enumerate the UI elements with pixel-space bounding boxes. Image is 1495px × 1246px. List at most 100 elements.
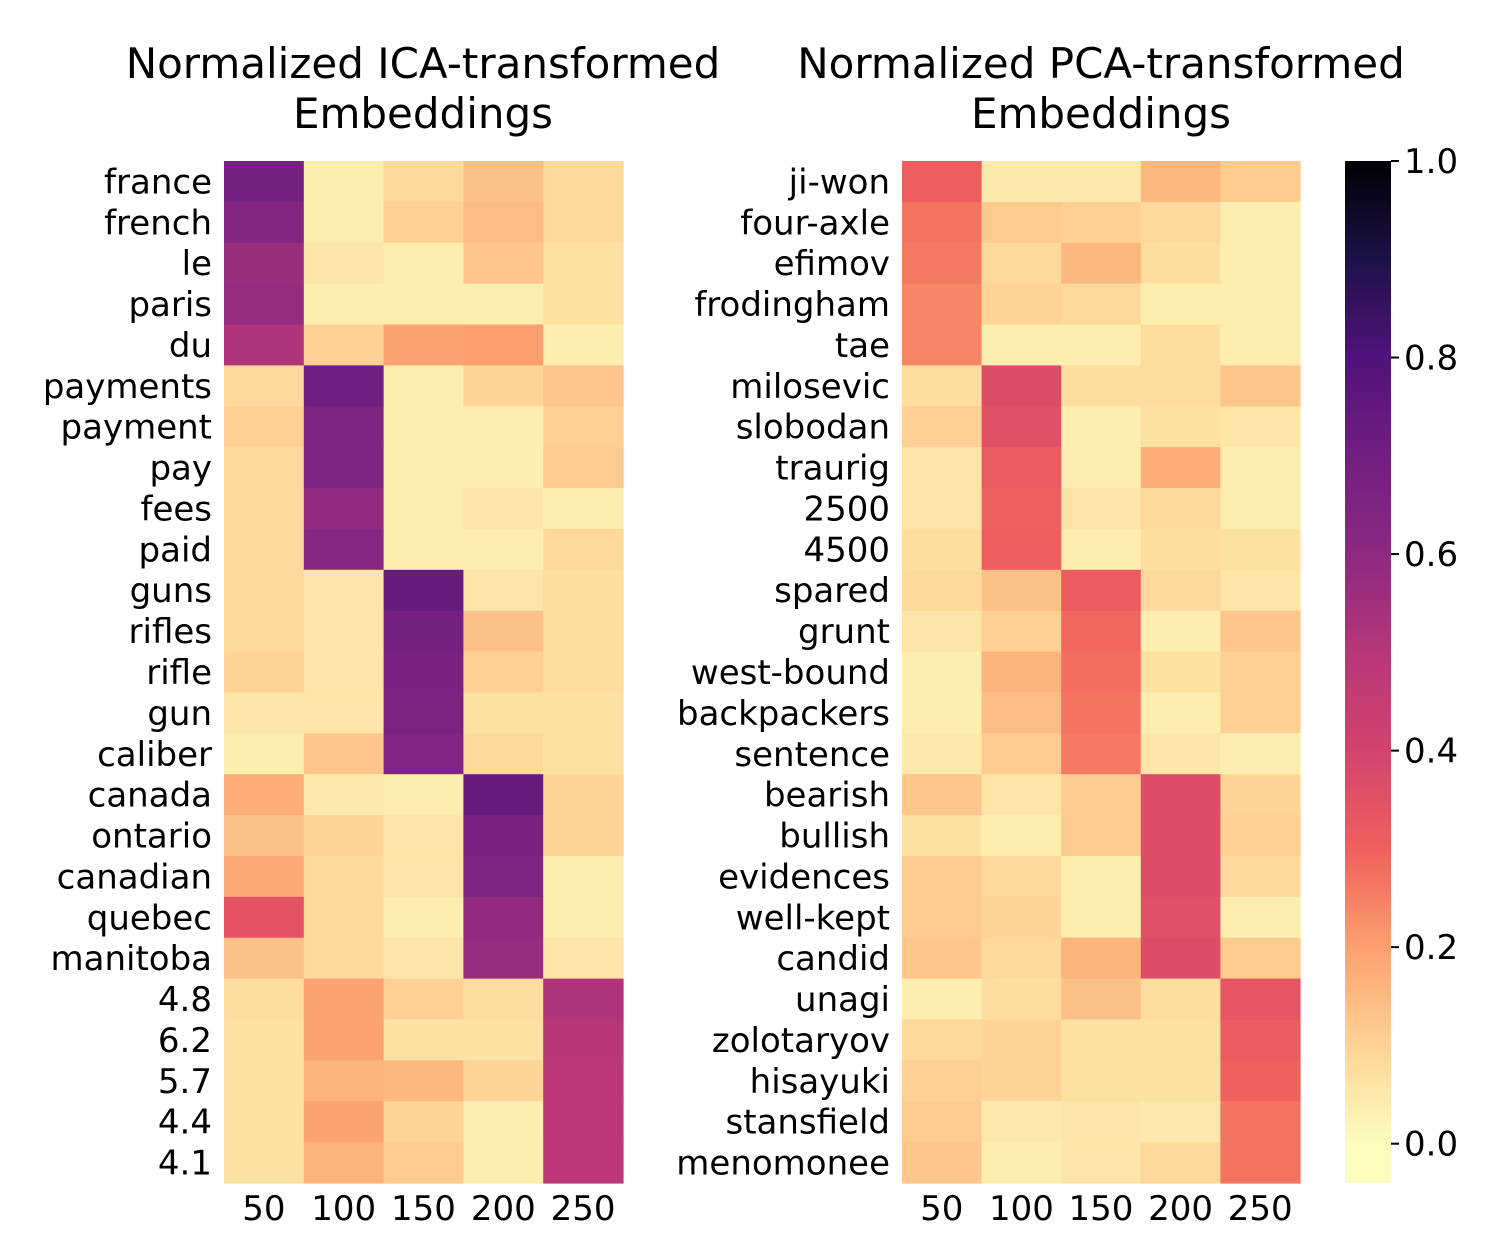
ica-heatmap-panel: Normalized ICA-transformed Embeddings fr…: [43, 39, 720, 1229]
pca-cell-r24-c0: [902, 1142, 983, 1184]
pca-cell-r10-c0: [902, 569, 983, 612]
ica-cell-r2-c4: [543, 242, 624, 285]
pca-cell-r3-c3: [1140, 283, 1221, 326]
pca-cell-r17-c3: [1140, 855, 1221, 898]
ica-cell-r16-c1: [303, 815, 385, 857]
pca-cell-r8-c4: [1220, 488, 1301, 530]
ica-cell-r22-c1: [303, 1060, 385, 1102]
ica-cell-r10-c4: [543, 569, 624, 612]
ica-cell-r20-c2: [383, 978, 464, 1021]
pca-cell-r7-c3: [1140, 447, 1221, 489]
ica-row-label: gun: [147, 694, 212, 734]
ica-cell-r15-c1: [303, 774, 385, 816]
ica-row-label: quebec: [87, 898, 212, 938]
ica-row-label: pay: [149, 449, 212, 489]
pca-cell-r23-c3: [1140, 1101, 1221, 1143]
pca-cell-r11-c3: [1140, 610, 1221, 653]
ica-cell-r2-c2: [383, 242, 464, 285]
ica-cell-r21-c3: [463, 1019, 544, 1061]
ica-cell-r7-c0: [224, 447, 305, 489]
ica-cell-r14-c4: [543, 733, 624, 775]
ica-cell-r6-c3: [463, 406, 544, 448]
ica-column-label: 200: [471, 1189, 536, 1229]
pca-cell-r19-c1: [981, 937, 1062, 980]
ica-cell-r14-c3: [463, 733, 544, 775]
pca-cell-r18-c1: [981, 896, 1062, 939]
pca-cell-r0-c4: [1220, 161, 1301, 203]
pca-cell-r22-c2: [1061, 1060, 1142, 1102]
pca-cell-r21-c2: [1061, 1019, 1142, 1061]
pca-cell-r3-c2: [1061, 283, 1142, 326]
pca-row-label: frodingham: [694, 285, 890, 325]
pca-cell-r15-c4: [1220, 774, 1301, 816]
ica-cell-r20-c1: [303, 978, 385, 1021]
ica-cell-r9-c3: [463, 528, 544, 571]
pca-column-label: 50: [920, 1189, 963, 1229]
pca-column-label: 200: [1148, 1189, 1213, 1229]
pca-column-label: 100: [989, 1189, 1054, 1229]
ica-cell-r16-c2: [383, 815, 464, 857]
pca-cell-r19-c0: [902, 937, 983, 980]
ica-cell-r21-c2: [383, 1019, 464, 1061]
ica-cell-r1-c2: [383, 201, 464, 244]
ica-row-label: fees: [140, 489, 212, 529]
ica-cell-r19-c0: [224, 937, 305, 980]
ica-row-label: france: [104, 162, 212, 202]
ica-cell-r20-c4: [543, 978, 624, 1021]
pca-cell-r18-c3: [1140, 896, 1221, 939]
ica-cell-r10-c3: [463, 569, 544, 612]
pca-cell-r18-c2: [1061, 896, 1142, 939]
ica-cell-r3-c4: [543, 283, 624, 326]
ica-cell-r11-c2: [383, 610, 464, 653]
ica-row-label: le: [182, 244, 212, 284]
ica-cell-r6-c0: [224, 406, 305, 448]
pca-cell-r24-c4: [1220, 1142, 1301, 1184]
ica-cell-r12-c0: [224, 651, 305, 694]
ica-row-label: 4.8: [158, 980, 212, 1020]
pca-cell-r10-c3: [1140, 569, 1221, 612]
pca-cell-r14-c3: [1140, 733, 1221, 775]
pca-cell-r1-c0: [902, 201, 983, 244]
pca-cell-r2-c2: [1061, 242, 1142, 285]
pca-cell-r0-c3: [1140, 161, 1221, 203]
pca-row-label: well-kept: [736, 898, 890, 938]
ica-cell-r6-c1: [303, 406, 385, 448]
ica-cell-r18-c0: [224, 896, 305, 939]
pca-cell-r11-c0: [902, 610, 983, 653]
pca-row-label: menomonee: [676, 1144, 890, 1184]
ica-cell-r6-c2: [383, 406, 464, 448]
pca-cell-r3-c1: [981, 283, 1062, 326]
ica-cell-r7-c1: [303, 447, 385, 489]
pca-cell-r21-c4: [1220, 1019, 1301, 1061]
ica-cell-r21-c4: [543, 1019, 624, 1061]
pca-cell-r15-c3: [1140, 774, 1221, 816]
ica-cell-r9-c0: [224, 528, 305, 571]
ica-cell-r23-c0: [224, 1101, 305, 1143]
ica-cell-r20-c3: [463, 978, 544, 1021]
pca-cell-r20-c2: [1061, 978, 1142, 1021]
pca-cell-r4-c3: [1140, 324, 1221, 366]
ica-cell-r8-c0: [224, 488, 305, 530]
pca-cell-r7-c2: [1061, 447, 1142, 489]
pca-cell-r21-c0: [902, 1019, 983, 1061]
ica-cell-r2-c1: [303, 242, 385, 285]
ica-cell-r23-c1: [303, 1101, 385, 1143]
pca-cell-r21-c1: [981, 1019, 1062, 1061]
ica-cell-r13-c3: [463, 692, 544, 734]
pca-cell-r8-c1: [981, 488, 1062, 530]
ica-cell-r8-c4: [543, 488, 624, 530]
pca-row-label: four-axle: [740, 203, 890, 243]
ica-cell-r11-c1: [303, 610, 385, 653]
pca-cell-r15-c2: [1061, 774, 1142, 816]
ica-cell-r3-c0: [224, 283, 305, 326]
pca-cell-r11-c1: [981, 610, 1062, 653]
pca-cell-r18-c4: [1220, 896, 1301, 939]
ica-cell-r0-c4: [543, 161, 624, 203]
ica-cell-r24-c2: [383, 1142, 464, 1184]
ica-cell-r9-c4: [543, 528, 624, 571]
ica-row-label: canadian: [57, 857, 212, 897]
ica-cell-r18-c3: [463, 896, 544, 939]
pca-row-label: zolotaryov: [712, 1021, 890, 1061]
pca-cell-r13-c4: [1220, 692, 1301, 734]
ica-row-label: 4.1: [158, 1144, 212, 1184]
